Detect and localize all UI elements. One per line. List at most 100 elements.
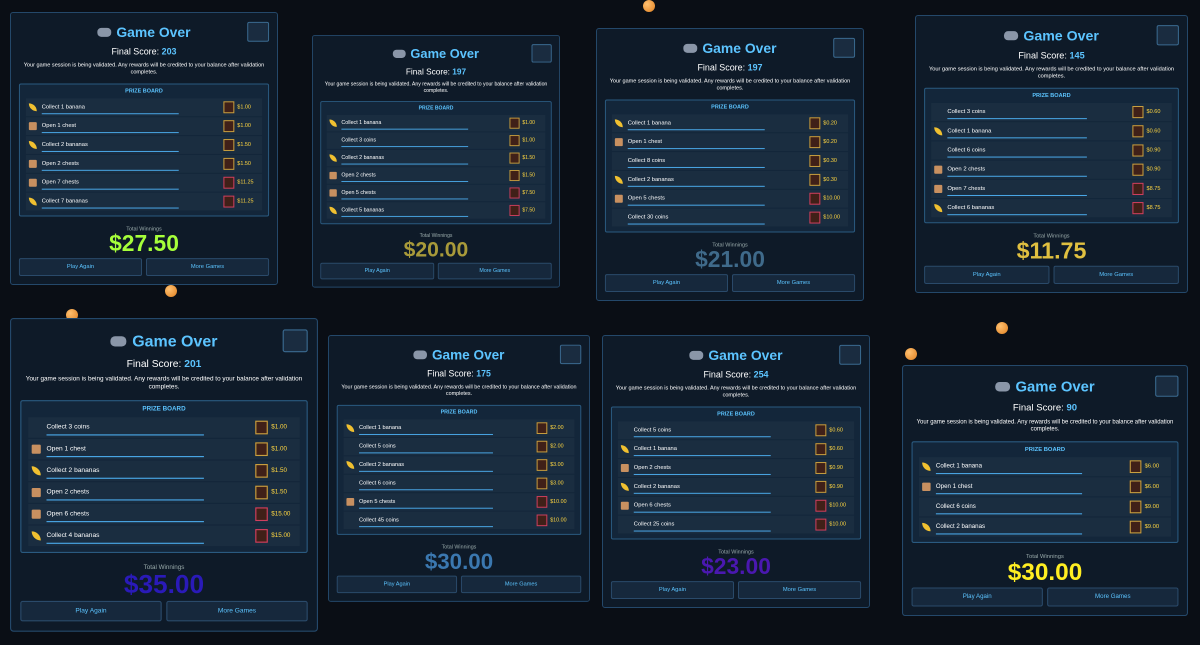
prize-icon	[815, 423, 827, 436]
game-over-card: Game Over Final Score: 175 Your game sessi…	[328, 335, 590, 602]
task: Collect 30 coins	[627, 214, 810, 225]
more-games-button[interactable]: More Games	[166, 600, 308, 621]
prize-row: Collect 2 bananas $0.90	[617, 477, 855, 496]
task: Open 1 chest	[935, 483, 1130, 495]
item-icon	[329, 171, 337, 179]
prize-row: Collect 5 coins $2.00	[343, 437, 575, 455]
prize-amount: $10.00	[550, 498, 567, 505]
score-value: 197	[747, 62, 763, 73]
task: Collect 2 bananas	[633, 483, 816, 494]
controller-icon	[1004, 30, 1019, 40]
play-again-button[interactable]: Play Again	[336, 575, 458, 593]
task-label: Collect 2 bananas	[633, 483, 680, 490]
prize-row: Collect 4 bananas $15.00	[28, 525, 300, 546]
play-again-button[interactable]: Play Again	[911, 586, 1043, 607]
task-label: Collect 1 banana	[947, 127, 992, 134]
play-again-button[interactable]: Play Again	[604, 273, 729, 292]
play-again-button[interactable]: Play Again	[610, 580, 735, 599]
controller-icon	[689, 350, 704, 360]
more-games-button[interactable]: More Games	[737, 580, 862, 599]
play-again-button[interactable]: Play Again	[924, 265, 1050, 284]
total-winnings: $23.00	[701, 552, 771, 579]
prize-icon	[536, 458, 548, 471]
score-label: Final Score:	[1012, 402, 1064, 413]
item-icon	[934, 126, 943, 135]
more-games-button[interactable]: More Games	[460, 575, 582, 593]
prize-row: Collect 2 bananas $1.50	[326, 149, 546, 166]
coin-decoration	[643, 0, 655, 12]
menu-button[interactable]	[839, 344, 862, 365]
prize-amount: $6.00	[1144, 463, 1160, 470]
prize-row: Collect 6 coins $9.00	[918, 496, 1172, 516]
task-label: Collect 45 coins	[359, 516, 399, 523]
prize-amount: $1.00	[237, 103, 251, 110]
task-label: Collect 1 banana	[341, 119, 382, 126]
prize-icon	[255, 441, 268, 456]
buttons: Play Again More Games	[18, 257, 270, 276]
buttons: Play Again More Games	[911, 586, 1179, 607]
total-winnings: $35.00	[123, 568, 205, 599]
prize-icon	[815, 442, 827, 455]
prize-icon	[809, 192, 821, 205]
more-games-button[interactable]: More Games	[1053, 265, 1179, 284]
title: Game Over	[1015, 377, 1095, 395]
task: Collect 1 banana	[947, 127, 1132, 139]
play-again-button[interactable]: Play Again	[18, 257, 143, 276]
prize-icon	[509, 152, 520, 164]
menu-button[interactable]	[1155, 375, 1179, 397]
progress-bar	[633, 435, 771, 438]
prize-icon	[255, 420, 268, 434]
task-label: Collect 7 bananas	[41, 198, 88, 205]
task: Collect 1 banana	[935, 463, 1130, 475]
title: Game Over	[410, 46, 480, 61]
task-label: Collect 6 bananas	[947, 204, 995, 211]
task-label: Collect 1 banana	[633, 445, 677, 452]
prize-amount: $0.30	[823, 157, 837, 164]
progress-bar	[46, 520, 204, 523]
total-label: Total Winnings	[712, 241, 748, 248]
task-label: Collect 6 coins	[935, 503, 976, 510]
item-icon	[621, 520, 629, 528]
menu-button[interactable]	[833, 37, 856, 58]
item-icon	[329, 137, 336, 144]
task: Collect 5 bananas	[341, 207, 509, 217]
menu-button[interactable]	[1156, 25, 1179, 46]
more-games-button[interactable]: More Games	[1047, 586, 1179, 607]
prize-icon	[1132, 201, 1144, 214]
item-icon	[934, 146, 942, 154]
prize-row: Open 1 chest $1.00	[28, 438, 300, 459]
more-games-button[interactable]: More Games	[145, 257, 270, 276]
prize-amount: $9.00	[1144, 523, 1160, 530]
play-again-button[interactable]: Play Again	[320, 262, 435, 279]
final-score: Final Score: 197	[605, 63, 855, 73]
play-again-button[interactable]: Play Again	[20, 600, 162, 621]
prize-icon	[1132, 105, 1144, 118]
prize-row: Open 2 chests $1.50	[326, 166, 546, 184]
prize-amount: $11.25	[237, 198, 254, 205]
prize-amount: $2.00	[550, 443, 564, 450]
menu-button[interactable]	[531, 44, 552, 63]
prize-row: Open 5 chests $10.00	[611, 189, 849, 208]
title: Game Over	[1023, 27, 1099, 44]
item-icon	[620, 444, 629, 453]
item-icon	[615, 213, 623, 221]
task-label: Open 6 chests	[633, 502, 671, 509]
prize-amount: $10.00	[829, 502, 847, 509]
menu-button[interactable]	[247, 21, 270, 42]
buttons: Play Again More Games	[320, 262, 552, 279]
task-label: Collect 5 coins	[359, 443, 396, 450]
item-icon	[934, 108, 942, 116]
prize-board: PRIZE BOARD Collect 3 coins $0.60 Collect 1…	[924, 87, 1179, 223]
prize-amount: $1.50	[522, 172, 535, 178]
task: Open 6 chests	[46, 510, 256, 523]
total-winnings: $20.00	[403, 236, 469, 261]
prize-icon	[809, 211, 821, 224]
more-games-button[interactable]: More Games	[731, 273, 856, 292]
header: Game Over	[611, 344, 862, 366]
progress-bar	[633, 454, 771, 457]
menu-button[interactable]	[559, 344, 582, 365]
menu-button[interactable]	[282, 329, 308, 353]
prize-amount: $0.60	[829, 426, 843, 433]
more-games-button[interactable]: More Games	[437, 262, 552, 279]
prize-amount: $10.00	[550, 516, 567, 523]
